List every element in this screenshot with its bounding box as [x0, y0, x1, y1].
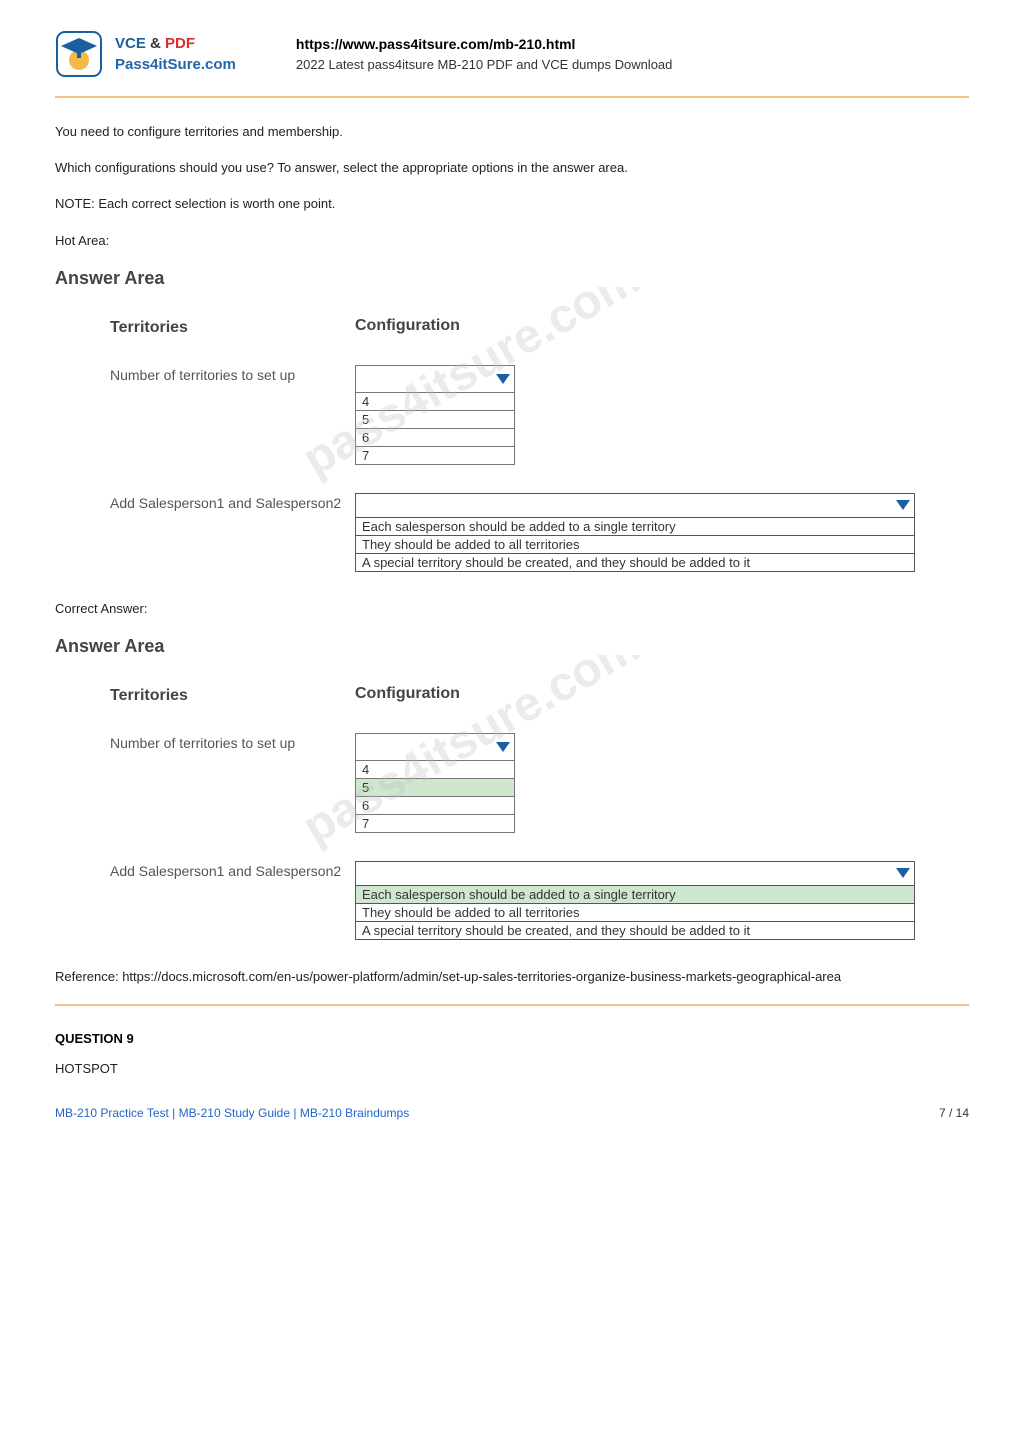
num-opt-2[interactable]: 6 [356, 429, 514, 447]
config-block-question: pass4itsure.com Territories Configuratio… [55, 317, 969, 572]
config-block-answer: pass4itsure.com Territories Configuratio… [55, 685, 969, 940]
row2-label-ans: Add Salesperson1 and Salesperson2 [55, 861, 355, 879]
header-row-ans: Territories Configuration [55, 685, 969, 705]
dropdown-number-selected[interactable] [356, 366, 514, 392]
brand-line-1: VCE & PDF [115, 33, 236, 54]
num-opt-3[interactable]: 7 [356, 447, 514, 464]
logo-block: VCE & PDF Pass4itSure.com [55, 30, 236, 78]
footer-links: MB-210 Practice Test | MB-210 Study Guid… [55, 1106, 409, 1120]
chevron-down-icon [896, 868, 910, 878]
dropdown-salesperson[interactable]: Each salesperson should be added to a si… [355, 493, 915, 572]
dropdown-salesperson-selected[interactable] [356, 494, 914, 518]
intro-p3: NOTE: Each correct selection is worth on… [55, 195, 969, 213]
col-header-territories-ans: Territories [55, 685, 355, 705]
intro-p1: You need to configure territories and me… [55, 123, 969, 141]
brand-text: VCE & PDF Pass4itSure.com [115, 33, 236, 75]
page-header: VCE & PDF Pass4itSure.com https://www.pa… [55, 20, 969, 98]
wide-opt-ans-0[interactable]: Each salesperson should be added to a si… [356, 886, 914, 904]
wide-opt-1[interactable]: They should be added to all territories [356, 536, 914, 554]
dropdown-number-options-ans: 4 5 6 7 [356, 760, 514, 832]
correct-answer-label: Correct Answer: [55, 600, 969, 618]
dropdown-number-options: 4 5 6 7 [356, 392, 514, 464]
brand-pdf: PDF [165, 35, 195, 52]
footer-link-study[interactable]: MB-210 Study Guide [179, 1106, 290, 1120]
dropdown-number-selected-ans[interactable] [356, 734, 514, 760]
brand-amp: & [150, 35, 161, 52]
num-opt-ans-2[interactable]: 6 [356, 797, 514, 815]
num-opt-ans-0[interactable]: 4 [356, 761, 514, 779]
wide-opt-ans-1[interactable]: They should be added to all territories [356, 904, 914, 922]
intro-p2: Which configurations should you use? To … [55, 159, 969, 177]
chevron-down-icon [896, 500, 910, 510]
row1-label-ans: Number of territories to set up [55, 733, 355, 751]
row-number-territories: Number of territories to set up 4 5 6 7 [55, 365, 969, 465]
wide-opt-0[interactable]: Each salesperson should be added to a si… [356, 518, 914, 536]
num-opt-ans-1[interactable]: 5 [356, 779, 514, 797]
row-add-salespersons-ans: Add Salesperson1 and Salesperson2 Each s… [55, 861, 969, 940]
hotspot-label: HOTSPOT [55, 1061, 969, 1076]
brand-line-2: Pass4itSure.com [115, 54, 236, 75]
col-header-configuration: Configuration [355, 317, 969, 335]
page-number: 7 / 14 [939, 1106, 969, 1120]
answer-area-heading-1: Answer Area [55, 268, 969, 289]
row2-label: Add Salesperson1 and Salesperson2 [55, 493, 355, 511]
dropdown-number[interactable]: 4 5 6 7 [355, 365, 515, 465]
col-header-territories: Territories [55, 317, 355, 337]
row-number-territories-ans: Number of territories to set up 4 5 6 7 [55, 733, 969, 833]
num-opt-ans-3[interactable]: 7 [356, 815, 514, 832]
wide-opt-2[interactable]: A special territory should be created, a… [356, 554, 914, 571]
row-add-salespersons: Add Salesperson1 and Salesperson2 Each s… [55, 493, 969, 572]
footer-link-practice[interactable]: MB-210 Practice Test [55, 1106, 169, 1120]
intro-p4: Hot Area: [55, 232, 969, 250]
col-header-configuration-ans: Configuration [355, 685, 969, 703]
reference-text: Reference: https://docs.microsoft.com/en… [55, 968, 969, 986]
chevron-down-icon [496, 374, 510, 384]
header-url: https://www.pass4itsure.com/mb-210.html [296, 34, 672, 55]
brand-vce: VCE [115, 35, 146, 52]
header-subtitle: 2022 Latest pass4itsure MB-210 PDF and V… [296, 55, 672, 75]
header-row: Territories Configuration [55, 317, 969, 337]
num-opt-1[interactable]: 5 [356, 411, 514, 429]
dropdown-number-ans[interactable]: 4 5 6 7 [355, 733, 515, 833]
chevron-down-icon [496, 742, 510, 752]
section-divider [55, 1004, 969, 1006]
question-number: QUESTION 9 [55, 1031, 969, 1046]
num-opt-0[interactable]: 4 [356, 393, 514, 411]
wide-opt-ans-2[interactable]: A special territory should be created, a… [356, 922, 914, 939]
header-right: https://www.pass4itsure.com/mb-210.html … [296, 34, 672, 75]
footer-link-braindumps[interactable]: MB-210 Braindumps [300, 1106, 409, 1120]
dropdown-salesperson-ans[interactable]: Each salesperson should be added to a si… [355, 861, 915, 940]
answer-area-heading-2: Answer Area [55, 636, 969, 657]
graduation-logo-icon [55, 30, 103, 78]
dropdown-salesperson-selected-ans[interactable] [356, 862, 914, 886]
page-footer: MB-210 Practice Test | MB-210 Study Guid… [55, 1106, 969, 1120]
row1-label: Number of territories to set up [55, 365, 355, 383]
